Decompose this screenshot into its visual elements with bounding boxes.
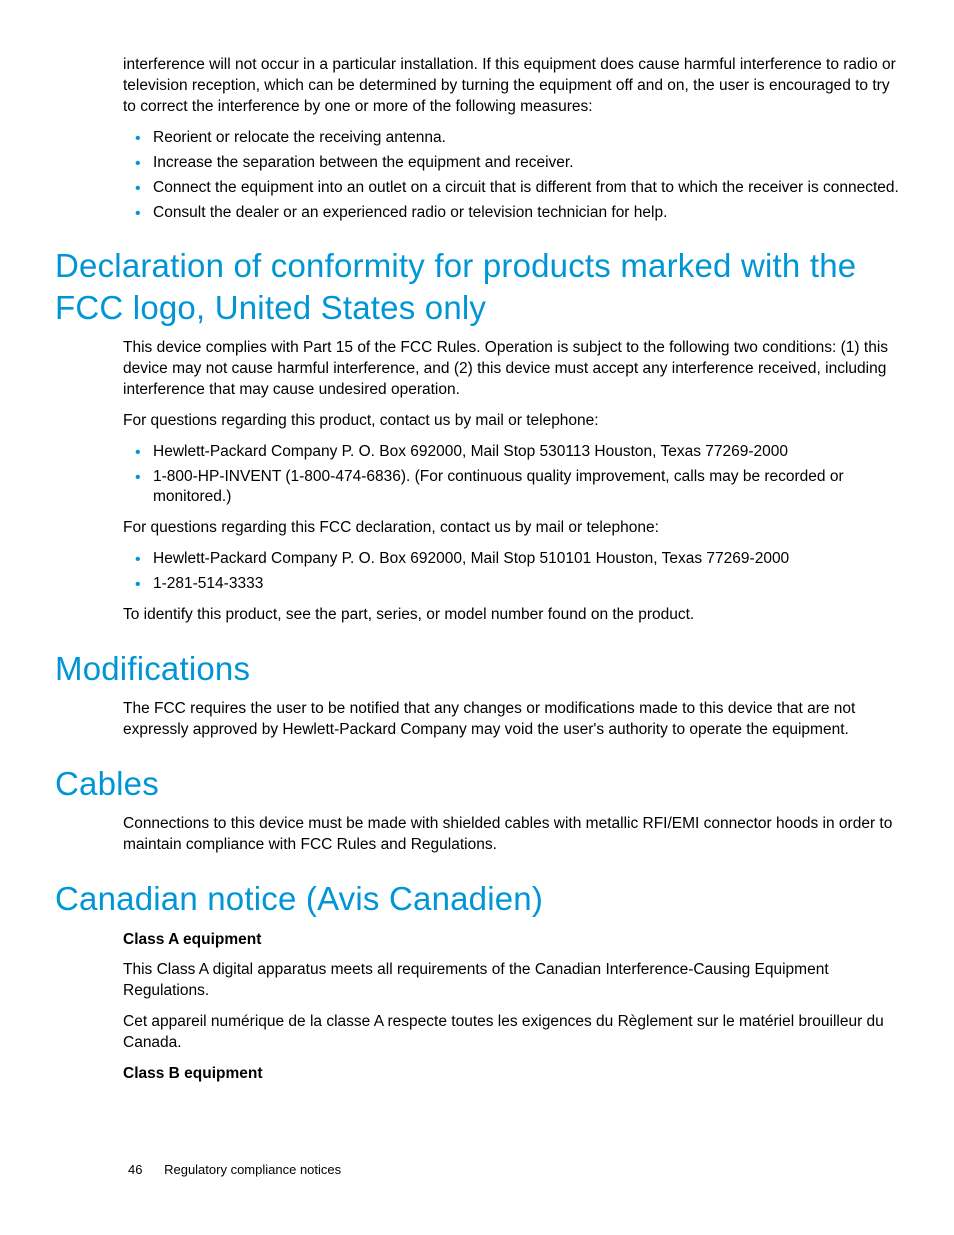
list-item: Connect the equipment into an outlet on …: [153, 178, 899, 199]
intro-block: interference will not occur in a particu…: [123, 55, 899, 223]
list-item: Increase the separation between the equi…: [153, 153, 899, 174]
canadian-block: Class A equipment This Class A digital a…: [123, 930, 899, 1086]
body-paragraph: The FCC requires the user to be notified…: [123, 699, 899, 741]
body-paragraph: This device complies with Part 15 of the…: [123, 338, 899, 401]
cables-block: Connections to this device must be made …: [123, 814, 899, 856]
body-paragraph: To identify this product, see the part, …: [123, 605, 899, 626]
intro-bullet-list: Reorient or relocate the receiving anten…: [123, 128, 899, 224]
body-paragraph: For questions regarding this FCC declara…: [123, 518, 899, 539]
declaration-bullets-1: Hewlett-Packard Company P. O. Box 692000…: [123, 442, 899, 509]
canadian-heading: Canadian notice (Avis Canadien): [55, 878, 899, 919]
subheading: Class B equipment: [123, 1064, 899, 1085]
document-page: interference will not occur in a particu…: [0, 0, 954, 1235]
declaration-block: This device complies with Part 15 of the…: [123, 338, 899, 626]
list-item: Hewlett-Packard Company P. O. Box 692000…: [153, 549, 899, 570]
list-item: 1-800-HP-INVENT (1-800-474-6836). (For c…: [153, 467, 899, 509]
page-number: 46: [128, 1162, 142, 1177]
list-item: Hewlett-Packard Company P. O. Box 692000…: [153, 442, 899, 463]
body-paragraph: For questions regarding this product, co…: [123, 411, 899, 432]
list-item: 1-281-514-3333: [153, 574, 899, 595]
page-footer: 46 Regulatory compliance notices: [128, 1162, 341, 1177]
subheading: Class A equipment: [123, 930, 899, 951]
footer-section-title: Regulatory compliance notices: [164, 1162, 341, 1177]
intro-paragraph: interference will not occur in a particu…: [123, 55, 899, 118]
modifications-heading: Modifications: [55, 648, 899, 689]
body-paragraph: This Class A digital apparatus meets all…: [123, 960, 899, 1002]
body-paragraph: Connections to this device must be made …: [123, 814, 899, 856]
cables-heading: Cables: [55, 763, 899, 804]
list-item: Consult the dealer or an experienced rad…: [153, 203, 899, 224]
declaration-bullets-2: Hewlett-Packard Company P. O. Box 692000…: [123, 549, 899, 595]
modifications-block: The FCC requires the user to be notified…: [123, 699, 899, 741]
list-item: Reorient or relocate the receiving anten…: [153, 128, 899, 149]
body-paragraph: Cet appareil numérique de la classe A re…: [123, 1012, 899, 1054]
declaration-heading: Declaration of conformity for products m…: [55, 245, 899, 328]
